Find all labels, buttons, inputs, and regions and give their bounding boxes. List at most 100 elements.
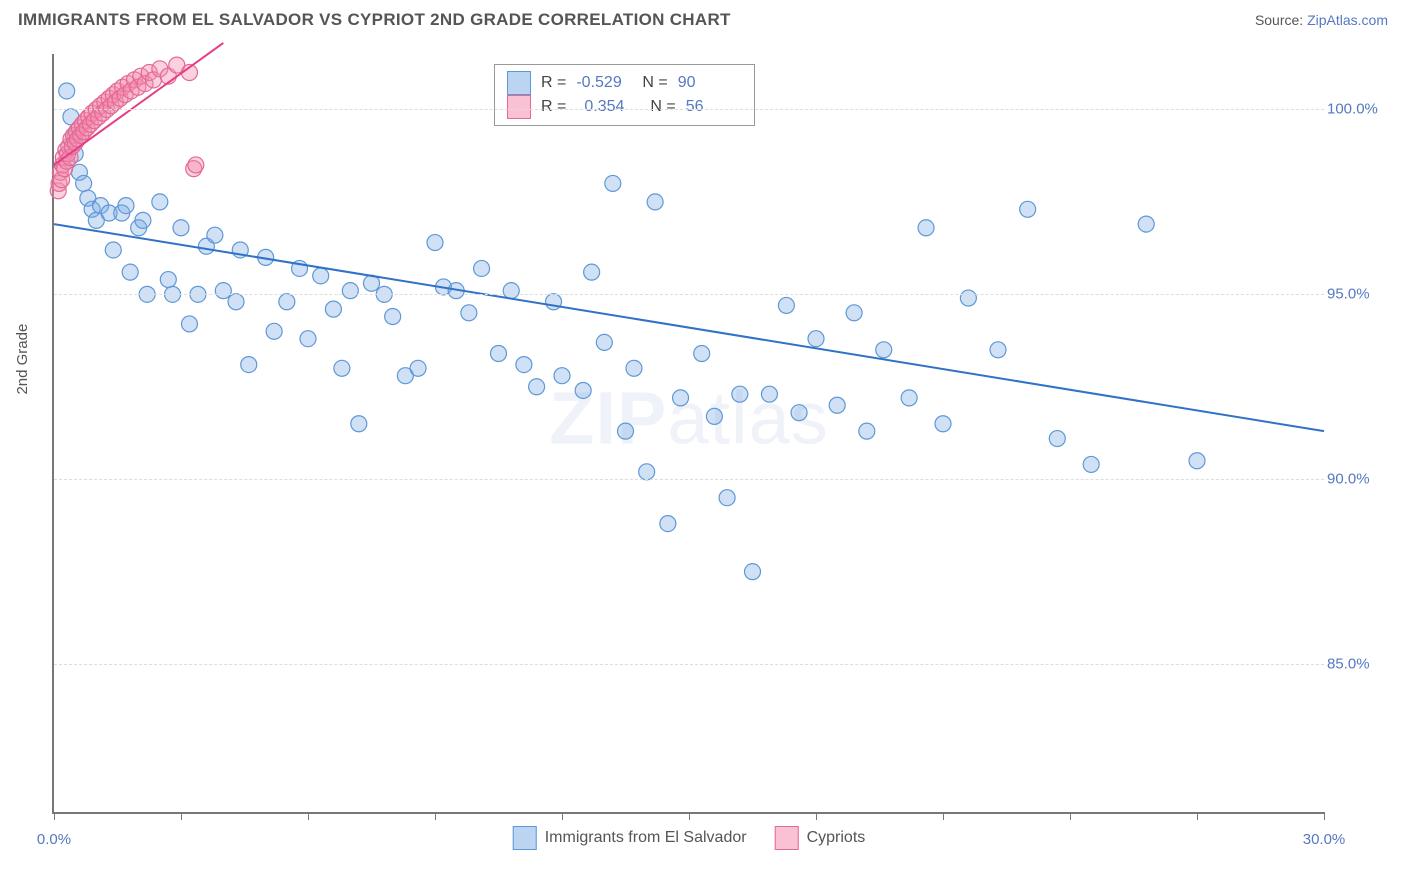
data-point bbox=[859, 423, 875, 439]
x-tick bbox=[54, 812, 55, 820]
source: Source: ZipAtlas.com bbox=[1255, 12, 1388, 28]
data-point bbox=[575, 382, 591, 398]
source-prefix: Source: bbox=[1255, 12, 1307, 28]
data-point bbox=[960, 290, 976, 306]
y-tick-label: 95.0% bbox=[1327, 286, 1382, 303]
data-point bbox=[135, 212, 151, 228]
swatch-blue bbox=[507, 71, 531, 95]
legend-item-pink: Cypriots bbox=[775, 826, 866, 850]
data-point bbox=[618, 423, 634, 439]
data-point bbox=[732, 386, 748, 402]
legend-label-pink: Cypriots bbox=[807, 829, 866, 847]
x-tick bbox=[689, 812, 690, 820]
data-point bbox=[59, 83, 75, 99]
data-point bbox=[791, 405, 807, 421]
data-point bbox=[215, 283, 231, 299]
data-point bbox=[410, 360, 426, 376]
data-point bbox=[901, 390, 917, 406]
data-point bbox=[334, 360, 350, 376]
x-tick bbox=[1324, 812, 1325, 820]
data-point bbox=[829, 397, 845, 413]
data-point bbox=[529, 379, 545, 395]
data-point bbox=[325, 301, 341, 317]
data-point bbox=[1083, 456, 1099, 472]
x-tick bbox=[562, 812, 563, 820]
data-point bbox=[427, 235, 443, 251]
data-point bbox=[491, 346, 507, 362]
y-axis-title: 2nd Grade bbox=[14, 324, 31, 395]
chart-title: IMMIGRANTS FROM EL SALVADOR VS CYPRIOT 2… bbox=[18, 10, 731, 30]
plot-area: ZIPatlas R = -0.529 N = 90 R = 0.354 N =… bbox=[52, 54, 1324, 814]
x-tick-label: 30.0% bbox=[1303, 831, 1346, 848]
data-point bbox=[313, 268, 329, 284]
data-point bbox=[241, 357, 257, 373]
data-point bbox=[778, 297, 794, 313]
x-tick bbox=[943, 812, 944, 820]
data-point bbox=[647, 194, 663, 210]
data-point bbox=[990, 342, 1006, 358]
bottom-legend: Immigrants from El Salvador Cypriots bbox=[513, 826, 866, 850]
x-tick bbox=[181, 812, 182, 820]
stats-row-pink: R = 0.354 N = 56 bbox=[507, 95, 742, 119]
swatch-pink bbox=[507, 95, 531, 119]
data-point bbox=[846, 305, 862, 321]
trend-line bbox=[54, 43, 223, 165]
x-tick bbox=[435, 812, 436, 820]
data-point bbox=[673, 390, 689, 406]
x-tick bbox=[308, 812, 309, 820]
x-tick-label: 0.0% bbox=[37, 831, 71, 848]
data-point bbox=[266, 323, 282, 339]
data-point bbox=[808, 331, 824, 347]
data-point bbox=[918, 220, 934, 236]
stats-row-blue: R = -0.529 N = 90 bbox=[507, 71, 742, 95]
gridline bbox=[54, 479, 1324, 480]
r-value-blue: -0.529 bbox=[576, 71, 632, 95]
data-point bbox=[385, 309, 401, 325]
n-label: N = bbox=[650, 95, 675, 119]
data-point bbox=[596, 334, 612, 350]
data-point bbox=[461, 305, 477, 321]
gridline bbox=[54, 109, 1324, 110]
data-point bbox=[300, 331, 316, 347]
data-point bbox=[935, 416, 951, 432]
x-tick bbox=[816, 812, 817, 820]
data-point bbox=[474, 260, 490, 276]
data-point bbox=[173, 220, 189, 236]
data-point bbox=[181, 316, 197, 332]
data-point bbox=[745, 564, 761, 580]
gridline bbox=[54, 294, 1324, 295]
data-point bbox=[876, 342, 892, 358]
data-point bbox=[706, 408, 722, 424]
stats-info-box: R = -0.529 N = 90 R = 0.354 N = 56 bbox=[494, 64, 755, 126]
data-point bbox=[105, 242, 121, 258]
n-value-blue: 90 bbox=[678, 71, 734, 95]
r-value-pink: 0.354 bbox=[576, 95, 640, 119]
plot-svg bbox=[54, 54, 1324, 812]
data-point bbox=[516, 357, 532, 373]
data-point bbox=[626, 360, 642, 376]
r-label: R = bbox=[541, 95, 566, 119]
y-tick-label: 100.0% bbox=[1327, 101, 1382, 118]
legend-label-blue: Immigrants from El Salvador bbox=[545, 829, 747, 847]
data-point bbox=[1138, 216, 1154, 232]
legend-swatch-pink bbox=[775, 826, 799, 850]
data-point bbox=[1189, 453, 1205, 469]
data-point bbox=[660, 516, 676, 532]
data-point bbox=[694, 346, 710, 362]
data-point bbox=[719, 490, 735, 506]
data-point bbox=[554, 368, 570, 384]
data-point bbox=[584, 264, 600, 280]
n-label: N = bbox=[642, 71, 667, 95]
data-point bbox=[351, 416, 367, 432]
r-label: R = bbox=[541, 71, 566, 95]
data-point bbox=[279, 294, 295, 310]
trend-line bbox=[54, 224, 1324, 431]
data-point bbox=[1020, 201, 1036, 217]
data-point bbox=[1049, 431, 1065, 447]
data-point bbox=[188, 157, 204, 173]
source-link[interactable]: ZipAtlas.com bbox=[1307, 12, 1388, 28]
legend-item-blue: Immigrants from El Salvador bbox=[513, 826, 747, 850]
data-point bbox=[160, 272, 176, 288]
data-point bbox=[342, 283, 358, 299]
data-point bbox=[228, 294, 244, 310]
